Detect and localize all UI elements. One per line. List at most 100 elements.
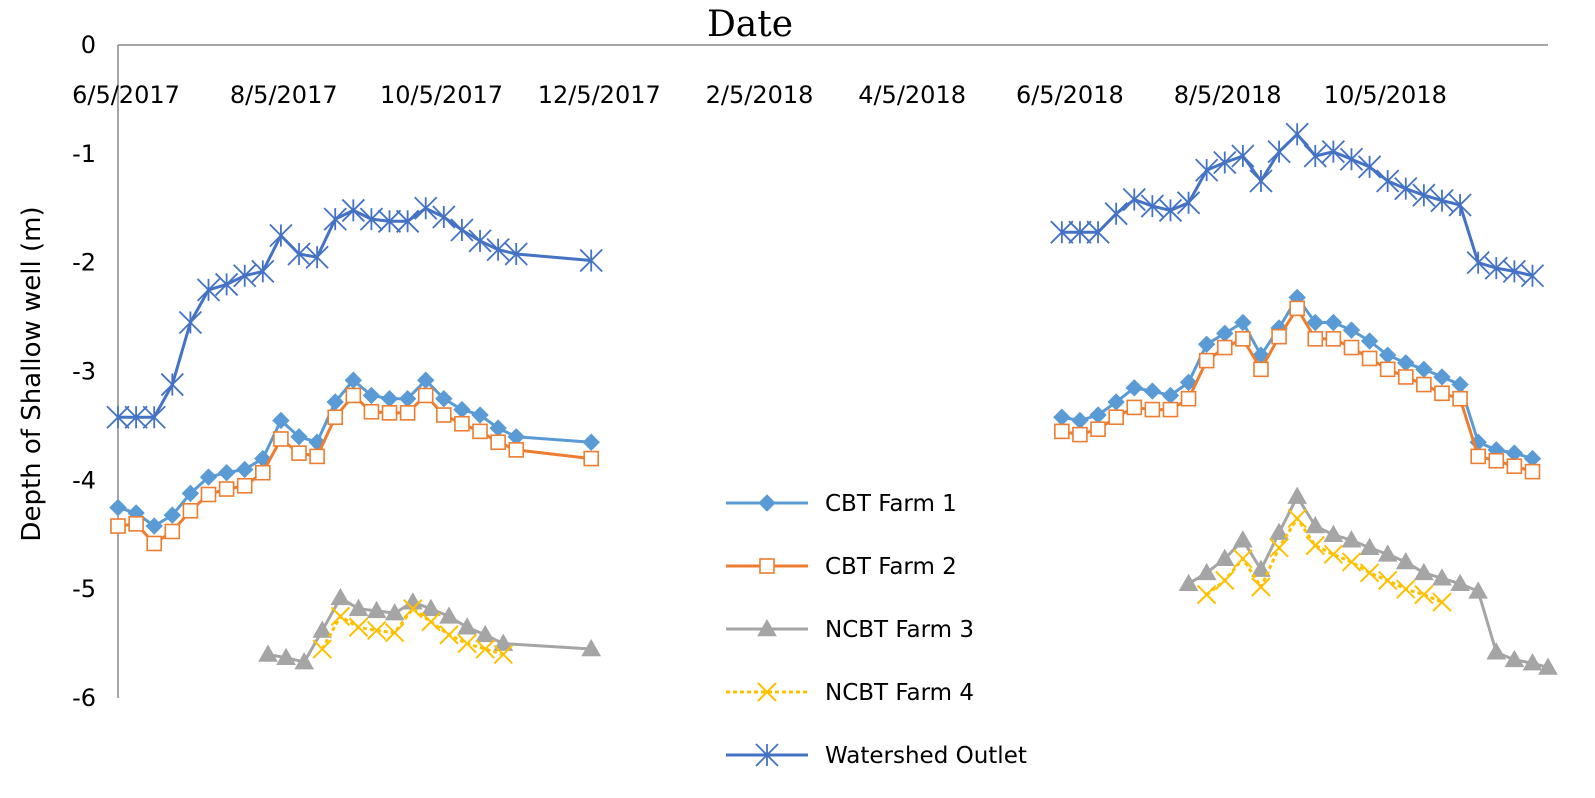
data-point-ncbt-farm-4 — [1215, 570, 1235, 591]
data-point-watershed-outlet — [432, 205, 456, 229]
data-point-ncbt-farm-4 — [1305, 535, 1325, 556]
data-point-watershed-outlet — [1376, 169, 1400, 193]
data-point-watershed-outlet — [468, 229, 492, 253]
data-point-cbt-farm-2 — [1072, 426, 1088, 443]
data-point-ncbt-farm-3 — [581, 639, 602, 657]
data-point-ncbt-farm-3 — [1214, 548, 1235, 566]
data-point-ncbt-farm-3 — [475, 624, 496, 643]
data-point-cbt-farm-2 — [1271, 328, 1287, 345]
data-point-cbt-farm-1 — [1360, 332, 1379, 350]
data-point-cbt-farm-2 — [1090, 421, 1106, 437]
data-point-cbt-farm-2 — [255, 464, 271, 481]
data-point-watershed-outlet — [1122, 187, 1146, 212]
series-line-watershed-outlet — [1061, 132, 1533, 278]
data-point-cbt-farm-1 — [199, 468, 218, 486]
data-point-cbt-farm-2 — [146, 535, 163, 552]
data-point-ncbt-farm-4 — [366, 620, 387, 641]
x-tick-label: 10/5/2018 — [1324, 81, 1447, 109]
data-point-watershed-outlet — [1285, 122, 1309, 146]
data-point-cbt-farm-2 — [128, 516, 144, 532]
x-tick-label: 4/5/2018 — [858, 81, 966, 109]
data-point-watershed-outlet — [1520, 264, 1545, 288]
data-point-ncbt-farm-4 — [457, 633, 477, 654]
data-point-ncbt-farm-4 — [1251, 577, 1271, 597]
series-cbt-farm-2 — [110, 300, 1541, 552]
legend-entry-ncbt-farm-4: NCBT Farm 4 — [726, 680, 974, 706]
data-point-watershed-outlet — [1502, 259, 1527, 284]
data-point-cbt-farm-2 — [1397, 369, 1414, 385]
data-point-cbt-farm-2 — [164, 523, 181, 540]
data-point-ncbt-farm-4 — [1359, 563, 1380, 583]
data-point-watershed-outlet — [504, 242, 528, 266]
data-point-cbt-farm-1 — [1324, 313, 1343, 332]
chart-title: Date — [707, 4, 793, 45]
series-line-ncbt-farm-4 — [320, 607, 504, 656]
legend-label: CBT Farm 1 — [825, 491, 957, 517]
data-point-ncbt-farm-4 — [493, 644, 514, 665]
data-point-cbt-farm-2 — [583, 450, 600, 467]
data-point-cbt-farm-2 — [1162, 401, 1179, 418]
legend-label: NCBT Farm 3 — [825, 617, 974, 643]
legend-label: CBT Farm 2 — [825, 554, 957, 580]
data-point-ncbt-farm-3 — [1522, 653, 1543, 671]
data-point-cbt-farm-2 — [454, 415, 470, 432]
legend-marker — [758, 494, 776, 512]
data-point-cbt-farm-2 — [417, 387, 434, 404]
data-point-watershed-outlet — [1176, 191, 1201, 215]
data-point-cbt-farm-2 — [399, 405, 416, 421]
data-point-cbt-farm-2 — [1235, 331, 1251, 347]
data-point-watershed-outlet — [1158, 198, 1183, 223]
legend-marker — [757, 618, 777, 637]
data-point-ncbt-farm-4 — [1341, 552, 1362, 572]
x-tick-label: 6/5/2017 — [72, 81, 180, 109]
data-point-ncbt-farm-4 — [1396, 579, 1416, 599]
axes — [117, 44, 1548, 698]
x-tick-label: 6/5/2018 — [1016, 81, 1124, 109]
data-point-watershed-outlet — [1104, 202, 1128, 226]
data-point-cbt-farm-2 — [1416, 376, 1432, 393]
data-point-ncbt-farm-3 — [1414, 562, 1434, 581]
data-point-cbt-farm-2 — [1470, 448, 1486, 465]
y-tick-label: -1 — [72, 140, 96, 168]
data-point-cbt-farm-2 — [309, 448, 325, 465]
data-point-watershed-outlet — [142, 405, 166, 429]
data-point-ncbt-farm-3 — [457, 617, 477, 635]
x-axis-ticks: 6/5/2017 8/5/2017 10/5/2017 12/5/2017 2/5/20… — [72, 81, 1447, 109]
data-point-ncbt-farm-4 — [1323, 544, 1344, 565]
data-point-watershed-outlet — [395, 209, 420, 233]
data-point-watershed-outlet — [579, 248, 603, 273]
legend-marker — [757, 682, 777, 702]
data-point-watershed-outlet — [1303, 144, 1327, 168]
data-point-cbt-farm-2 — [472, 423, 488, 440]
data-point-ncbt-farm-4 — [330, 606, 351, 627]
data-point-cbt-farm-2 — [218, 481, 235, 497]
legend: CBT Farm 1 CBT Farm 2 NCBT Farm 3 NCBT Farm… — [726, 491, 1027, 769]
data-point-watershed-outlet — [323, 207, 347, 231]
data-point-cbt-farm-2 — [1289, 300, 1305, 317]
legend-label: Watershed Outlet — [825, 743, 1027, 769]
data-point-watershed-outlet — [1213, 150, 1237, 175]
data-point-watershed-outlet — [196, 278, 221, 302]
data-point-ncbt-farm-4 — [439, 625, 459, 645]
data-point-ncbt-farm-3 — [439, 606, 459, 624]
data-point-ncbt-farm-4 — [312, 639, 332, 659]
data-point-ncbt-farm-4 — [1233, 548, 1253, 569]
data-point-cbt-farm-1 — [1125, 379, 1143, 397]
data-point-cbt-farm-2 — [508, 442, 525, 458]
data-point-ncbt-farm-4 — [1287, 508, 1307, 529]
data-point-ncbt-farm-3 — [1305, 516, 1326, 534]
y-tick-label: -6 — [72, 684, 96, 712]
data-point-cbt-farm-1 — [1143, 382, 1162, 400]
data-point-watershed-outlet — [341, 198, 365, 223]
data-point-cbt-farm-2 — [345, 387, 362, 404]
series-line-ncbt-farm-3 — [1187, 495, 1549, 669]
data-point-watershed-outlet — [486, 237, 510, 262]
data-point-ncbt-farm-3 — [1341, 530, 1362, 548]
data-point-ncbt-farm-3 — [1178, 573, 1199, 591]
data-point-ncbt-farm-4 — [403, 599, 423, 619]
data-point-watershed-outlet — [233, 264, 257, 288]
data-point-cbt-farm-1 — [109, 498, 127, 517]
data-point-ncbt-farm-3 — [366, 600, 387, 619]
y-tick-label: -3 — [72, 358, 96, 386]
data-point-cbt-farm-2 — [1108, 409, 1124, 426]
